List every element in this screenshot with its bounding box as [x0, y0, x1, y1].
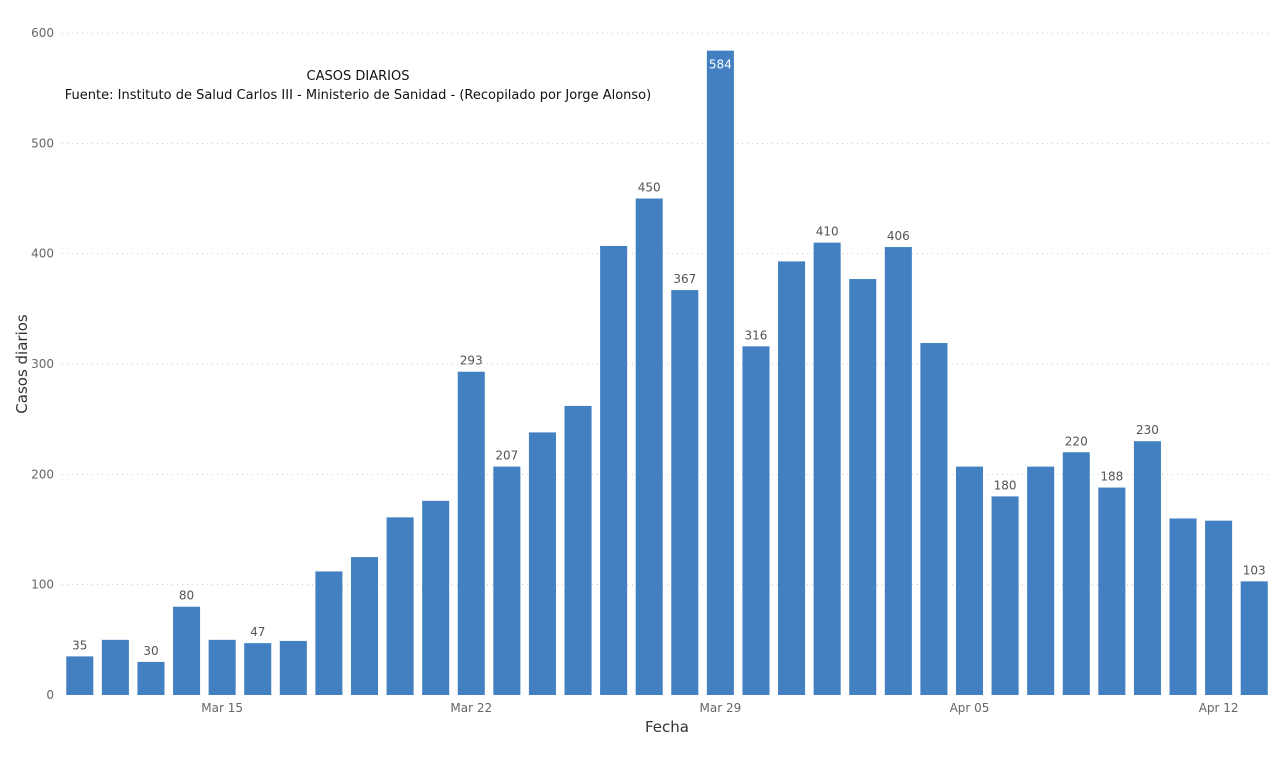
bar [208, 639, 236, 695]
y-tick-label: 0 [46, 688, 54, 702]
bar [1062, 452, 1090, 695]
data-label: 293 [460, 354, 483, 368]
bar [173, 606, 201, 695]
data-label: 316 [745, 328, 768, 342]
bar [350, 557, 379, 695]
bar [244, 643, 272, 695]
bar [849, 279, 877, 695]
y-tick-label: 400 [31, 247, 54, 261]
y-tick-label: 100 [31, 578, 54, 592]
x-tick-label: Mar 15 [201, 701, 243, 715]
y-axis-title: Casos diarios [13, 314, 31, 414]
data-label: 47 [250, 625, 265, 639]
bar [706, 50, 734, 696]
x-tick-label: Mar 29 [700, 701, 742, 715]
data-label: 406 [887, 229, 910, 243]
data-label: 367 [673, 272, 696, 286]
data-label: 35 [72, 638, 87, 652]
bar [493, 466, 521, 695]
bar [422, 500, 450, 695]
bar [66, 656, 94, 695]
data-label: 30 [143, 644, 158, 658]
data-label: 410 [816, 225, 839, 239]
data-label: 220 [1065, 434, 1088, 448]
bar [920, 343, 948, 695]
x-tick-label: Mar 22 [450, 701, 492, 715]
bar [137, 661, 165, 695]
x-tick-label: Apr 12 [1199, 701, 1239, 715]
bar [279, 640, 307, 695]
x-axis-ticks: Mar 15 Mar 22 Mar 29 Apr 05 Apr 12 [201, 701, 1238, 715]
bar [671, 290, 699, 695]
bar [778, 261, 806, 695]
bar [386, 517, 414, 695]
data-label: 230 [1136, 423, 1159, 437]
y-tick-label: 500 [31, 136, 54, 150]
bar [1240, 581, 1268, 695]
data-label: 584 [709, 58, 732, 72]
data-label: 450 [638, 181, 661, 195]
bar [1205, 520, 1233, 695]
bar [315, 571, 343, 695]
bar [1027, 466, 1055, 695]
bar [1098, 487, 1126, 695]
bars [66, 50, 1268, 696]
bar [101, 639, 129, 695]
bar [813, 242, 841, 695]
data-label: 207 [495, 449, 518, 463]
data-label: 180 [994, 478, 1017, 492]
chart-subtitle: Fuente: Instituto de Salud Carlos III - … [65, 88, 651, 103]
data-labels: 35 30 80 47 293 207 450 367 584 316 410 406 180 220 18… [72, 58, 1266, 658]
bar [1169, 518, 1197, 695]
bar [564, 405, 592, 695]
bar [742, 346, 770, 695]
bar [635, 198, 663, 695]
bar [991, 496, 1019, 695]
y-tick-label: 300 [31, 357, 54, 371]
bar [955, 466, 984, 695]
grid-lines [62, 32, 1272, 586]
chart-title: CASOS DIARIOS [307, 69, 410, 84]
data-label: 80 [179, 589, 194, 603]
y-axis-ticks: 0 100 200 300 400 500 600 [31, 26, 54, 702]
x-tick-label: Apr 05 [950, 701, 990, 715]
bar [600, 245, 628, 695]
y-tick-label: 200 [31, 467, 54, 481]
bar [528, 432, 556, 695]
bar [457, 371, 485, 695]
y-tick-label: 600 [31, 26, 54, 40]
data-label: 103 [1243, 563, 1266, 577]
bar [1133, 441, 1161, 695]
x-axis-title: Fecha [645, 718, 689, 736]
bar [884, 247, 912, 695]
data-label: 188 [1100, 470, 1123, 484]
